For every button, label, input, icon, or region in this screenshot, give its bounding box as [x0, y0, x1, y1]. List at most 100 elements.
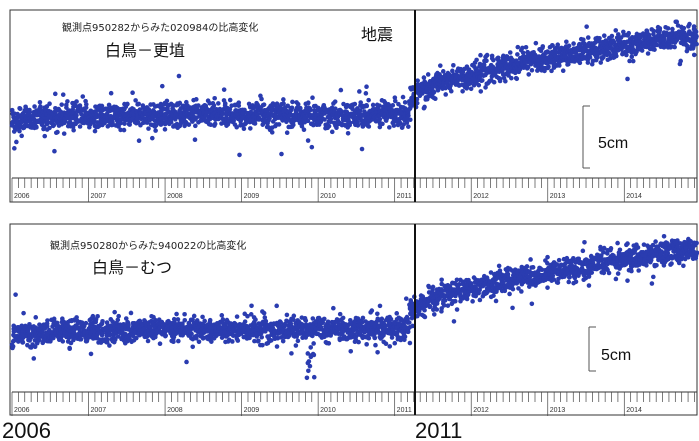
- data-point: [182, 317, 188, 323]
- data-point: [115, 334, 121, 339]
- data-point: [74, 113, 79, 118]
- data-point: [470, 299, 475, 304]
- data-point: [497, 78, 503, 84]
- data-point: [308, 107, 313, 113]
- data-point: [208, 122, 214, 128]
- data-point: [383, 341, 389, 347]
- data-point: [507, 291, 512, 297]
- data-point: [437, 63, 443, 68]
- data-point: [439, 287, 444, 292]
- x-tick-label: 2007: [91, 193, 107, 200]
- data-point: [355, 123, 361, 128]
- data-point: [609, 33, 615, 39]
- data-point: [162, 127, 168, 132]
- data-point: [402, 100, 408, 105]
- data-point: [601, 245, 607, 251]
- data-point: [121, 127, 127, 133]
- data-point: [310, 95, 315, 101]
- data-point: [414, 100, 420, 106]
- data-point: [359, 146, 365, 152]
- data-point: [122, 121, 127, 126]
- data-point: [10, 344, 16, 349]
- data-point: [334, 125, 339, 131]
- data-point: [674, 19, 680, 25]
- data-point: [216, 101, 221, 106]
- data-point: [278, 320, 284, 325]
- data-point: [284, 130, 290, 136]
- data-point: [379, 316, 385, 322]
- data-point: [503, 78, 508, 84]
- data-point: [259, 334, 265, 340]
- data-point: [395, 333, 400, 339]
- data-point: [662, 36, 667, 42]
- data-point: [184, 359, 189, 365]
- data-point: [280, 338, 286, 344]
- data-point: [190, 344, 196, 350]
- data-point: [13, 292, 18, 297]
- data-point: [227, 97, 233, 103]
- data-point: [528, 257, 533, 262]
- data-point: [245, 313, 250, 319]
- data-point: [322, 117, 327, 122]
- data-point: [171, 339, 176, 345]
- data-point: [392, 340, 398, 346]
- data-point: [560, 68, 566, 73]
- data-point: [45, 318, 50, 323]
- data-point: [476, 82, 482, 88]
- data-point: [130, 90, 135, 96]
- data-point: [153, 128, 158, 133]
- data-point: [107, 343, 112, 348]
- data-point: [32, 104, 37, 109]
- data-point: [672, 44, 677, 50]
- data-point: [496, 263, 502, 269]
- data-point: [545, 260, 550, 266]
- data-point: [80, 94, 86, 99]
- data-point: [550, 273, 555, 278]
- data-point: [202, 318, 207, 324]
- data-point: [373, 342, 378, 348]
- data-point: [77, 124, 83, 129]
- data-point: [60, 339, 66, 344]
- data-point: [597, 35, 602, 41]
- data-point: [37, 99, 43, 105]
- data-point: [308, 345, 314, 350]
- data-point: [267, 115, 272, 121]
- data-point: [136, 101, 142, 107]
- data-point: [450, 68, 455, 74]
- data-point: [443, 92, 448, 97]
- data-point: [442, 298, 448, 303]
- chart-title: 観測点950282からみた020984の比高変化: [62, 21, 258, 34]
- data-point: [529, 68, 535, 73]
- data-point: [107, 332, 112, 338]
- data-point: [542, 68, 547, 74]
- data-point: [491, 79, 497, 85]
- data-point: [207, 317, 213, 323]
- data-point: [347, 120, 353, 126]
- data-point: [52, 91, 58, 97]
- data-point: [279, 151, 284, 157]
- data-point: [566, 279, 572, 285]
- data-point: [256, 338, 261, 344]
- data-point: [387, 344, 393, 349]
- data-point: [99, 332, 105, 338]
- data-point: [92, 128, 98, 134]
- data-point: [586, 283, 592, 288]
- data-point: [67, 346, 72, 352]
- data-point: [290, 99, 295, 105]
- data-point: [440, 69, 446, 74]
- data-point: [93, 319, 99, 325]
- data-point: [233, 321, 238, 327]
- data-point: [555, 280, 561, 285]
- data-point: [366, 124, 372, 129]
- data-point: [260, 342, 265, 348]
- data-point: [294, 334, 300, 339]
- data-point: [31, 356, 37, 361]
- data-point: [348, 349, 354, 354]
- data-point: [556, 257, 562, 263]
- data-point: [430, 284, 436, 290]
- data-point: [189, 331, 194, 337]
- data-point: [261, 310, 267, 316]
- data-point: [661, 45, 667, 50]
- data-point: [505, 271, 511, 277]
- data-point: [299, 123, 305, 129]
